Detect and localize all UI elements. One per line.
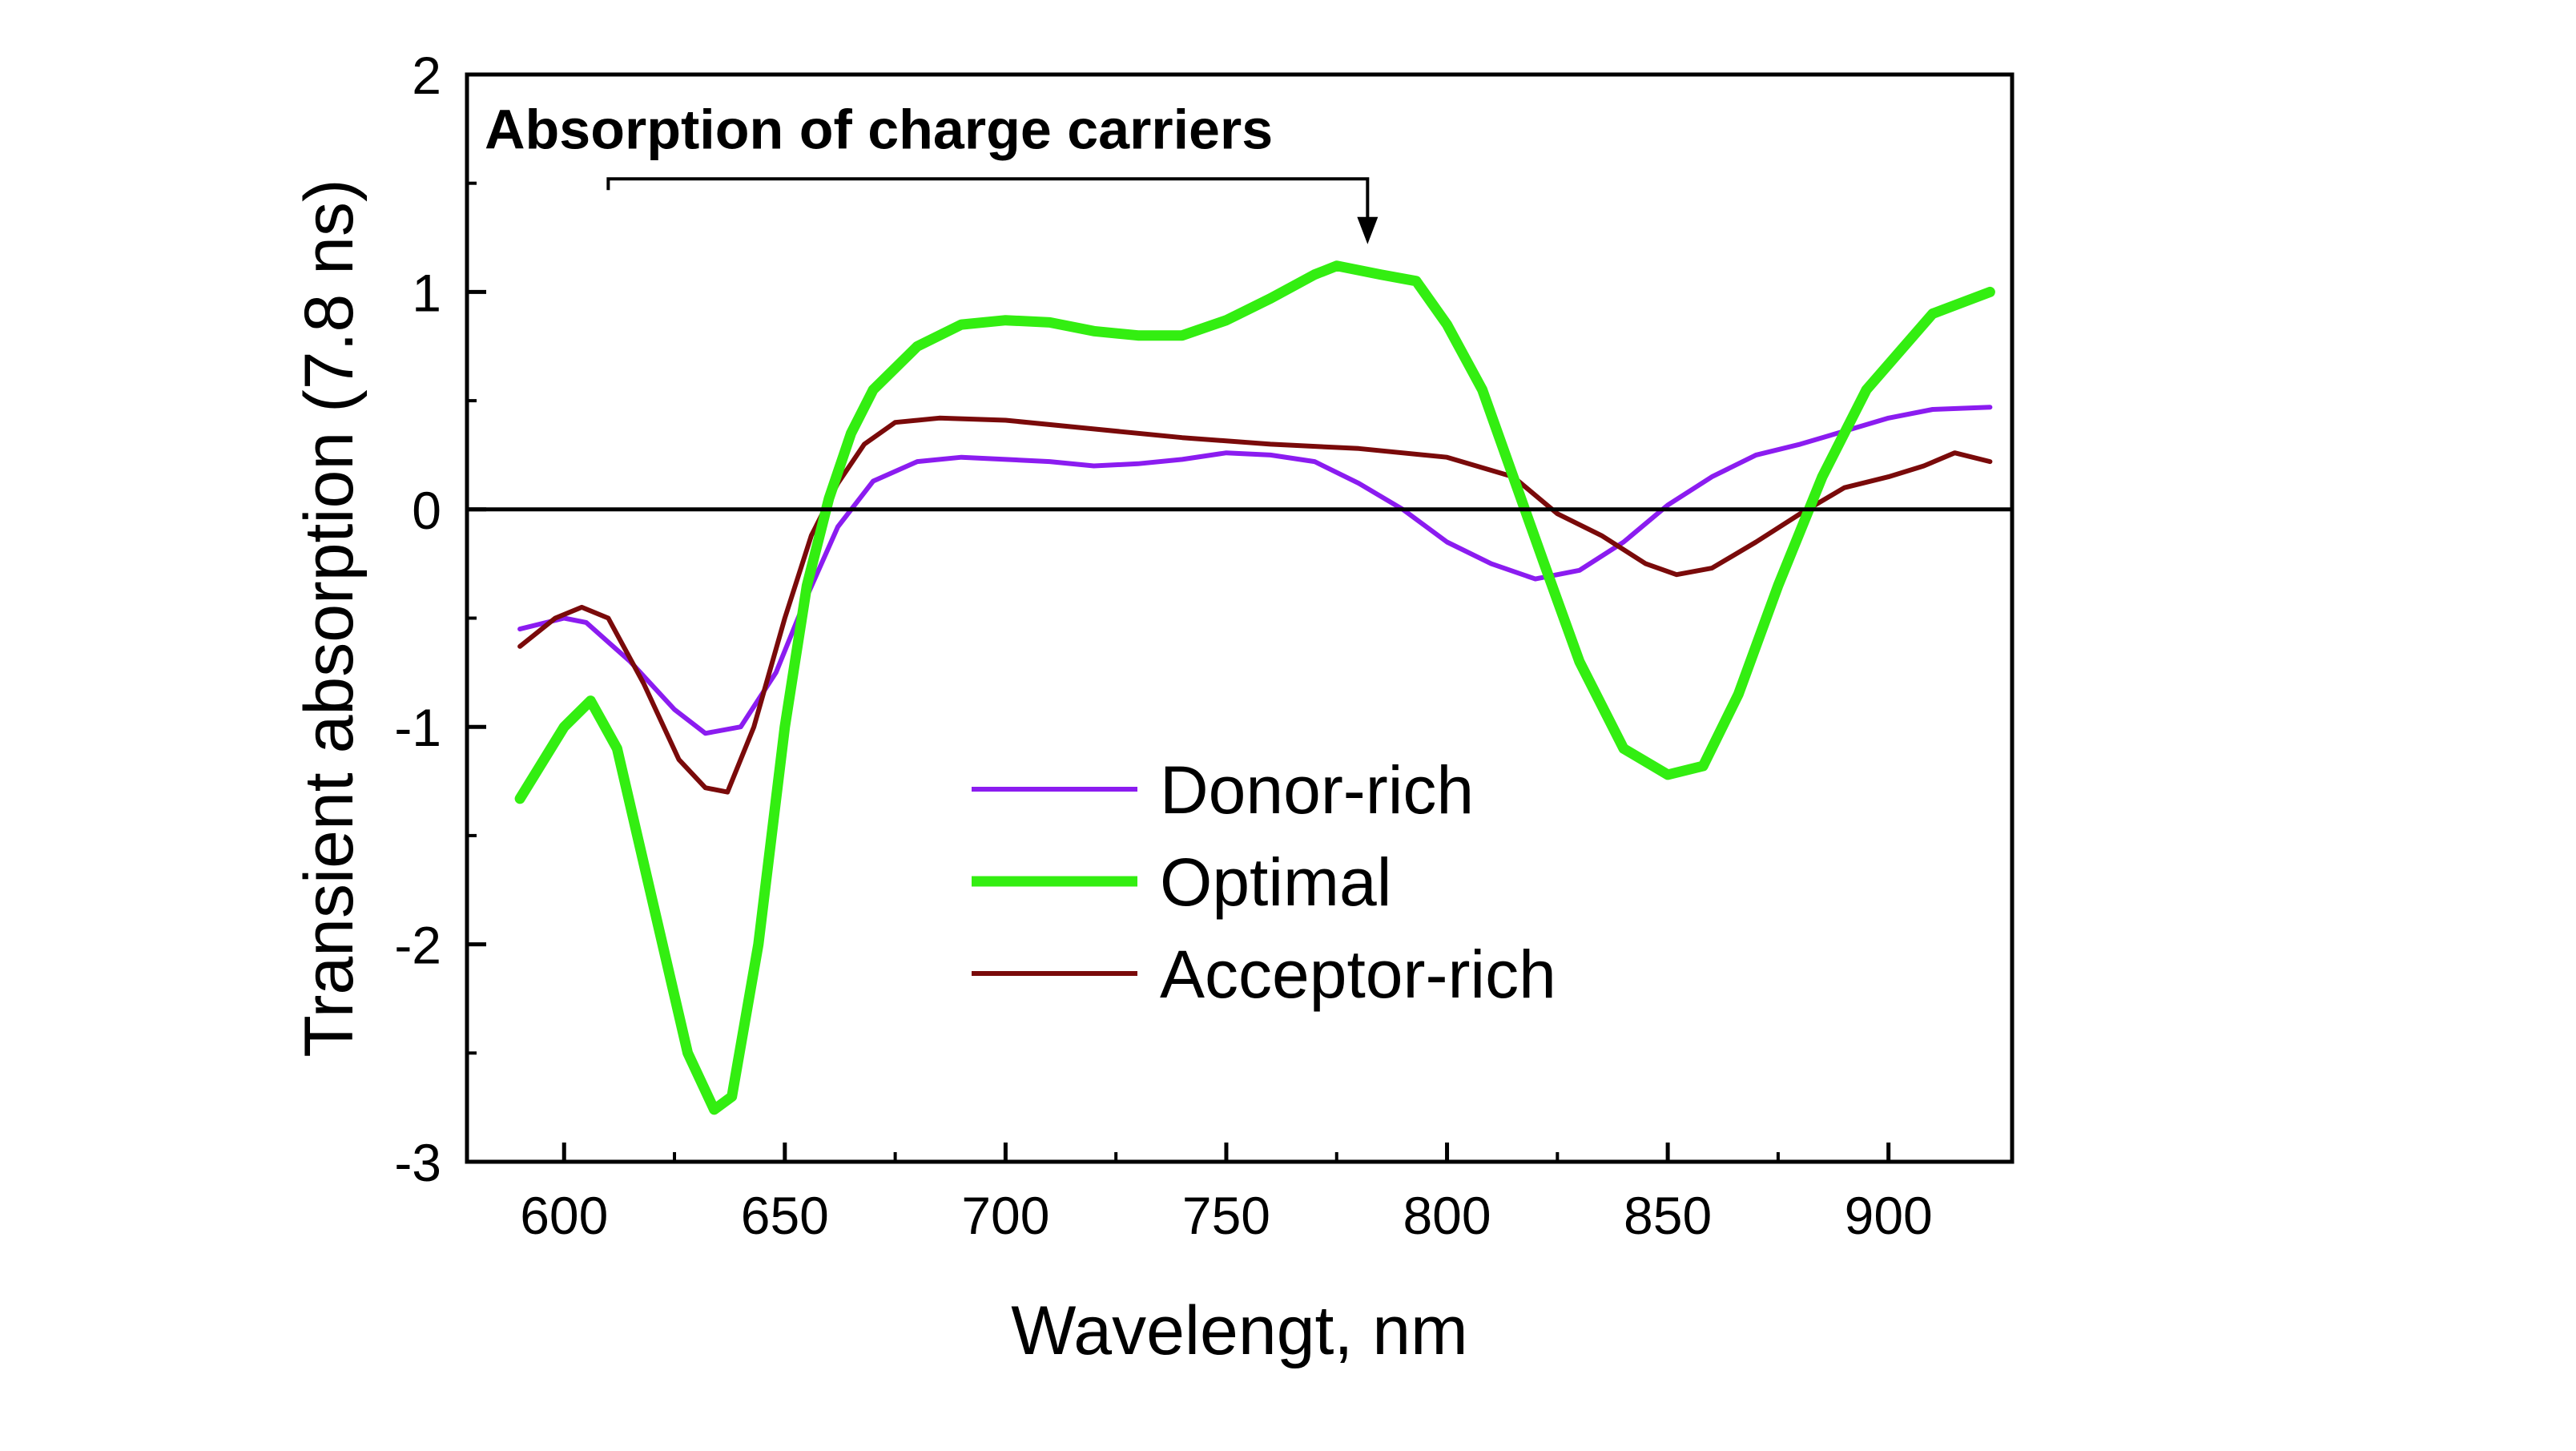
annotation-arrowhead: [1357, 216, 1379, 244]
y-axis-title: Transient absorption (7.8 ns): [291, 179, 368, 1057]
legend-label-optimal: Optimal: [1160, 844, 1391, 920]
x-axis-title: Wavelengt, nm: [1011, 1292, 1467, 1369]
series-line-donor-rich: [517, 405, 1993, 736]
legend: Donor-rich Optimal Acceptor-rich: [972, 752, 1556, 1012]
y-tick-label: 0: [412, 481, 441, 540]
y-tick-label: -3: [394, 1133, 441, 1192]
x-tick-label: 700: [961, 1186, 1049, 1245]
annotation-text: Absorption of charge carriers: [485, 98, 1273, 160]
x-tick-label: 600: [520, 1186, 608, 1245]
y-tick-label: -2: [394, 916, 441, 975]
series-layer: [514, 260, 1995, 1115]
x-tick-label: 650: [741, 1186, 829, 1245]
x-tick-label: 900: [1845, 1186, 1933, 1245]
x-tick-label: 850: [1624, 1186, 1712, 1245]
series-line-optimal: [514, 260, 1995, 1115]
legend-label-donor-rich: Donor-rich: [1160, 752, 1474, 828]
x-tick-label: 750: [1182, 1186, 1270, 1245]
annotation: Absorption of charge carriers: [485, 98, 1379, 244]
y-tick-label: -1: [394, 698, 441, 757]
series-line-acceptor-rich: [517, 415, 1993, 795]
x-tick-label: 800: [1403, 1186, 1491, 1245]
ticks-layer: 600 650 700 750 800 850 900 -3 -2 -1 0 1 2: [394, 46, 1932, 1245]
y-tick-label: 1: [412, 263, 441, 322]
legend-label-acceptor-rich: Acceptor-rich: [1160, 937, 1556, 1012]
y-tick-label: 2: [412, 46, 441, 105]
annotation-bracket: [606, 177, 1370, 220]
